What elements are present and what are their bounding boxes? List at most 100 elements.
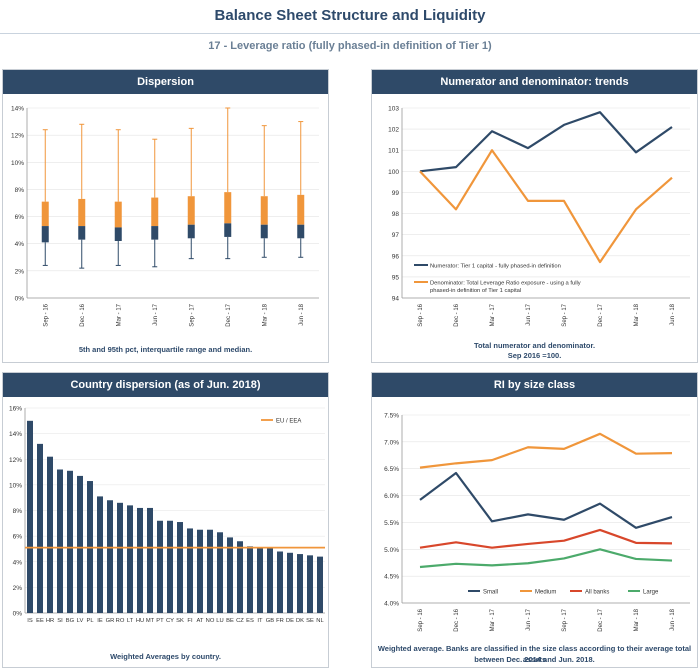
country-xtick-label: ES xyxy=(246,618,254,624)
trends-ytick-label: 102 xyxy=(388,127,399,134)
dispersion-ytick-label: 2% xyxy=(15,268,25,275)
country-xtick-label: SI xyxy=(57,618,63,624)
dispersion-box-upper xyxy=(78,198,86,227)
dispersion-box-lower xyxy=(151,226,159,240)
trends-xtick-label: Mar - 17 xyxy=(490,303,496,326)
dispersion-box-lower xyxy=(41,226,49,243)
size-ytick-label: 4.5% xyxy=(384,574,399,581)
country-bar xyxy=(137,507,143,613)
trends-xtick-label: Jun - 17 xyxy=(526,303,532,325)
country-xtick-label: PL xyxy=(86,618,94,624)
country-bar xyxy=(297,554,303,613)
country-xtick-label: RO xyxy=(116,618,125,624)
dispersion-box-lower xyxy=(224,223,232,237)
country-xtick-label: EE xyxy=(36,618,44,624)
country-ytick-label: 10% xyxy=(9,482,22,489)
trends-ytick-label: 99 xyxy=(392,190,400,197)
country-ytick-label: 16% xyxy=(9,406,22,413)
country-xtick-label: SE xyxy=(306,618,314,624)
trends-title: Numerator and denominator: trends xyxy=(372,70,697,94)
header-divider xyxy=(0,33,700,34)
dispersion-ytick-label: 10% xyxy=(11,160,24,167)
dispersion-box-upper xyxy=(187,196,195,225)
size-ytick-label: 4.0% xyxy=(384,601,399,608)
trends-xtick-label: Dec - 17 xyxy=(598,303,604,326)
trends-ytick-label: 95 xyxy=(392,274,400,281)
page-title: Balance Sheet Structure and Liquidity xyxy=(214,7,486,24)
country-panel: Country dispersion (as of Jun. 2018) 0% 2… xyxy=(2,372,329,668)
trends-panel: Numerator and denominator: trends 94 95 96… xyxy=(371,69,698,363)
country-bar xyxy=(247,546,253,613)
dispersion-box-upper xyxy=(260,196,268,225)
country-note: Weighted Averages by country. xyxy=(110,652,221,661)
country-bar xyxy=(287,552,293,613)
country-chart: 0% 2% 4% 6% 8% 10% 12% 14% 16% IS EE HR SI BG LV PL IE GR… xyxy=(9,406,325,624)
country-xtick-label: AT xyxy=(197,618,204,624)
page-subtitle: 17 - Leverage ratio (fully phased-in def… xyxy=(208,40,492,52)
country-xtick-label: HR xyxy=(46,618,54,624)
size-xtick-label: Dec - 17 xyxy=(598,608,604,631)
country-bar xyxy=(117,502,123,613)
size-ytick-label: 7.0% xyxy=(384,439,399,446)
dispersion-xtick-label: Jun - 17 xyxy=(153,303,159,325)
country-bar xyxy=(197,529,203,613)
country-bar xyxy=(97,496,103,613)
dispersion-box-upper xyxy=(114,201,122,228)
country-xtick-label: LV xyxy=(77,618,84,624)
trends-series-line-2 xyxy=(419,149,673,264)
trends-ytick-label: 98 xyxy=(392,211,400,218)
size-xtick-label: Mar - 18 xyxy=(634,608,640,631)
dispersion-ytick-label: 4% xyxy=(15,241,25,248)
size-series-line-3 xyxy=(419,528,673,549)
country-xtick-label: BG xyxy=(66,618,75,624)
country-bar xyxy=(217,532,223,613)
country-xtick-label: PT xyxy=(156,618,164,624)
trends-ytick-label: 101 xyxy=(388,148,399,155)
size-legend-label-3: All banks xyxy=(585,590,609,596)
dispersion-xtick-label: Dec - 17 xyxy=(226,303,232,326)
country-xtick-label: GB xyxy=(266,618,275,624)
size-note-line2: between Dec. 2014 and Jun. 2018. xyxy=(474,655,595,664)
country-bar xyxy=(207,529,213,613)
size-title: RI by size class xyxy=(372,373,697,397)
country-bar xyxy=(167,520,173,613)
country-bar xyxy=(267,547,273,613)
trends-note-line1: Total numerator and denominator. xyxy=(473,341,596,350)
country-xtick-label: CY xyxy=(166,618,174,624)
trends-ytick-label: 97 xyxy=(392,232,400,239)
dispersion-ytick-label: 8% xyxy=(15,187,25,194)
country-bar xyxy=(177,522,183,613)
country-legend-label: EU / EEA xyxy=(276,419,301,425)
dispersion-box-upper xyxy=(41,201,49,227)
dispersion-note: 5th and 95th pct, interquartile range an… xyxy=(78,345,253,354)
country-xtick-label: NL xyxy=(316,618,324,624)
country-bar xyxy=(107,500,113,613)
size-ytick-label: 7.5% xyxy=(384,413,399,420)
dispersion-ytick-label: 14% xyxy=(11,106,24,113)
country-bar xyxy=(67,470,73,613)
country-ytick-label: 14% xyxy=(9,431,22,438)
country-ytick-label: 6% xyxy=(13,534,23,541)
country-title: Country dispersion (as of Jun. 2018) xyxy=(3,373,328,397)
size-xtick-label: Jun - 18 xyxy=(670,608,676,630)
trends-legend-label-2a: Denominator: Total Leverage Ratio exposu… xyxy=(430,281,581,287)
country-ytick-label: 8% xyxy=(13,508,23,515)
country-bar xyxy=(227,537,233,613)
country-bar xyxy=(277,551,283,613)
country-xtick-label: SK xyxy=(176,618,184,624)
trends-note-line2: Sep 2016 =100. xyxy=(507,351,562,360)
size-xtick-label: Mar - 17 xyxy=(490,608,496,631)
dispersion-box-lower xyxy=(297,224,305,239)
size-series-line-4 xyxy=(419,548,673,569)
dispersion-title: Dispersion xyxy=(3,70,328,94)
country-bar xyxy=(27,420,33,613)
dispersion-panel: Dispersion 0% 2% 4% 6% 8% 10% 12% 14% Sep - 16 De… xyxy=(2,69,329,363)
dispersion-xtick-label: Dec - 16 xyxy=(80,303,86,326)
trends-legend-label-2b: phased-in definition of Tier 1 capital xyxy=(430,288,521,294)
country-bar xyxy=(57,469,63,613)
country-xtick-label: BE xyxy=(226,618,234,624)
size-xtick-label: Dec - 16 xyxy=(454,608,460,631)
size-ytick-label: 5.0% xyxy=(384,547,399,554)
dispersion-xtick-label: Mar - 17 xyxy=(116,303,122,326)
size-series-line-2 xyxy=(419,432,673,469)
